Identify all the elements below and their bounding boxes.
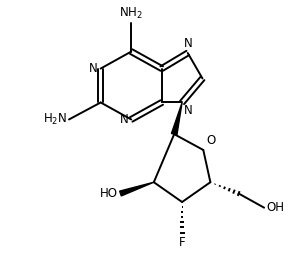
Text: N: N (89, 62, 98, 75)
Text: N: N (120, 113, 128, 126)
Text: OH: OH (266, 201, 284, 214)
Text: O: O (207, 134, 216, 147)
Polygon shape (172, 103, 182, 135)
Text: N: N (184, 104, 192, 117)
Polygon shape (120, 182, 154, 196)
Text: NH$_2$: NH$_2$ (119, 6, 143, 21)
Text: H$_2$N: H$_2$N (43, 112, 67, 127)
Text: HO: HO (100, 187, 118, 200)
Text: N: N (183, 37, 192, 50)
Text: F: F (179, 236, 185, 249)
